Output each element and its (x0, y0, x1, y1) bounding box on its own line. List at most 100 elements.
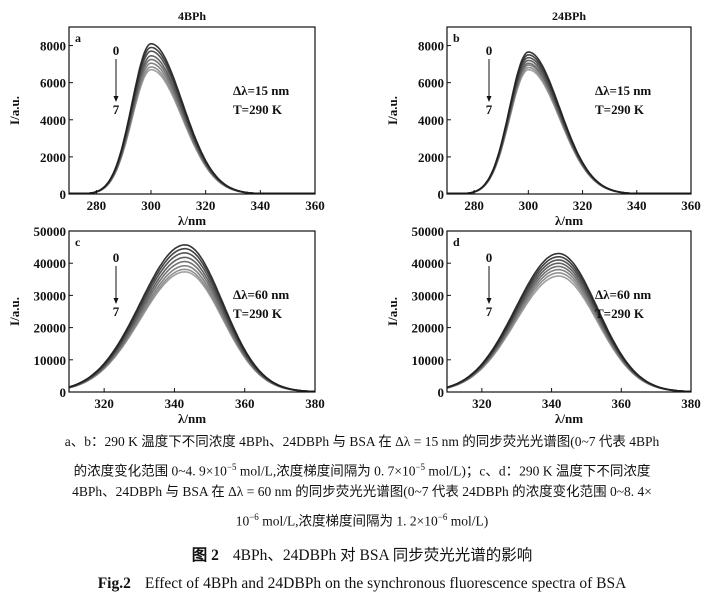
delta-lambda-annotation: Δλ=15 nm (595, 83, 651, 98)
y-tick-label: 40000 (34, 256, 67, 271)
arrow-head-icon (486, 298, 492, 304)
figure-title-cn-text: 4BPh、24DBPh 对 BSA 同步荧光光谱的影响 (232, 547, 533, 564)
y-tick-label: 0 (60, 385, 67, 400)
y-axis-title: I/a.u. (385, 297, 400, 326)
caption-line-3: 4BPh、24DBPh 与 BSA 在 Δλ = 60 nm 的同步荧光光谱图(… (20, 480, 704, 505)
series-line-0 (69, 43, 315, 195)
series-line-4 (447, 62, 691, 195)
y-tick-label: 30000 (412, 288, 445, 303)
panel-letter: c (75, 235, 81, 249)
x-tick-label: 340 (542, 396, 562, 411)
y-tick-label: 8000 (418, 39, 444, 54)
figure-title-en: Fig.2 Effect of 4BPh and 24DBPh on the sy… (0, 575, 724, 593)
series-line-2 (69, 50, 315, 195)
series-line-0 (68, 244, 315, 393)
y-tick-label: 20000 (34, 321, 67, 336)
y-axis-title: I/a.u. (7, 96, 22, 125)
x-tick-label: 340 (165, 396, 185, 411)
arrow-end-label: 7 (486, 304, 493, 319)
x-tick-label: 360 (612, 396, 632, 411)
y-tick-label: 2000 (418, 150, 444, 165)
plot-frame (446, 26, 692, 195)
caption-exponent: −5 (415, 462, 426, 472)
delta-lambda-annotation: Δλ=60 nm (595, 287, 651, 302)
caption-text: mol/L,浓度梯度间隔为 0. 7×10 (236, 463, 416, 479)
panel-letter: b (453, 31, 460, 45)
series-line-0 (447, 51, 691, 195)
y-tick-label: 0 (438, 187, 445, 202)
y-tick-label: 20000 (412, 321, 445, 336)
series-line-5 (68, 265, 315, 393)
x-tick-label: 320 (196, 198, 216, 213)
caption-text: mol/L) (447, 513, 489, 529)
series-line-4 (446, 265, 691, 393)
series-line-1 (447, 54, 691, 195)
arrow-start-label: 0 (113, 250, 120, 265)
x-axis-title: λ/nm (555, 411, 583, 426)
y-axis-title: I/a.u. (7, 297, 22, 326)
plot-frame (68, 230, 316, 393)
temperature-annotation: T=290 K (595, 102, 645, 117)
arrow-head-icon (113, 96, 119, 102)
y-tick-label: 6000 (40, 76, 66, 91)
series-line-3 (68, 256, 315, 393)
y-tick-label: 10000 (34, 353, 67, 368)
series-line-5 (446, 268, 691, 393)
temperature-annotation: T=290 K (233, 102, 283, 117)
caption-text: 4BPh、24DBPh 与 BSA 在 Δλ = 60 nm 的同步荧光光谱图(… (72, 484, 652, 499)
y-tick-label: 0 (438, 385, 445, 400)
x-axis-title: λ/nm (555, 213, 583, 228)
series-line-6 (446, 272, 691, 393)
series-line-0 (446, 252, 691, 393)
delta-lambda-annotation: Δλ=15 nm (233, 83, 289, 98)
caption-exponent: −6 (437, 512, 448, 522)
caption-exponent: −6 (249, 512, 259, 522)
caption-text: 的浓度变化范围 0~4. 9×10 (73, 463, 227, 479)
caption-exponent: −5 (226, 462, 237, 472)
arrow-head-icon (486, 96, 492, 102)
y-tick-label: 4000 (40, 113, 66, 128)
x-tick-label: 280 (464, 198, 484, 213)
arrow-end-label: 7 (486, 102, 493, 117)
panel-c: 320 340 360 380 0 10000 20000 30000 40000 50000 λ/… (7, 224, 325, 426)
series-line-5 (447, 64, 691, 195)
arrow-start-label: 0 (486, 250, 493, 265)
y-tick-label: 4000 (418, 113, 444, 128)
x-tick-label: 360 (235, 396, 255, 411)
delta-lambda-annotation: Δλ=60 nm (233, 287, 289, 302)
x-tick-label: 300 (141, 198, 161, 213)
panel-d: 320 340 360 380 0 10000 20000 30000 40000 50000 λ/… (385, 224, 701, 426)
x-tick-label: 340 (627, 198, 647, 213)
x-tick-label: 300 (519, 198, 539, 213)
figure-number-en: Fig.2 (97, 575, 131, 592)
series-line-1 (69, 46, 315, 195)
series-line-3 (69, 55, 315, 195)
x-tick-label: 320 (573, 198, 593, 213)
figure-title-cn: 图 2 4BPh、24DBPh 对 BSA 同步荧光光谱的影响 (0, 543, 724, 565)
x-axis-title: λ/nm (178, 213, 206, 228)
panel-a: 4BPh 280 300 320 340 360 0 2000 4000 6000 8000 λ/nm… (7, 9, 325, 228)
temperature-annotation: T=290 K (595, 306, 645, 321)
x-tick-label: 340 (251, 198, 271, 213)
y-tick-label: 8000 (40, 39, 66, 54)
arrow-end-label: 7 (113, 304, 120, 319)
x-tick-label: 280 (87, 198, 107, 213)
y-tick-label: 2000 (40, 150, 66, 165)
plot-frame (446, 230, 692, 393)
x-tick-label: 320 (94, 396, 114, 411)
x-axis-title: λ/nm (178, 411, 206, 426)
panel-title: 24BPh (552, 9, 586, 23)
temperature-annotation: T=290 K (233, 306, 283, 321)
series-line-4 (68, 260, 315, 393)
caption-text: a、b：290 K 温度下不同浓度 4BPh、24DBPh 与 BSA 在 Δλ… (64, 434, 660, 449)
figure-panels: 4BPh 280 300 320 340 360 0 2000 4000 6000 8000 λ/nm… (7, 9, 701, 426)
plot-frame (68, 26, 316, 195)
series-line-4 (69, 58, 315, 195)
x-tick-label: 360 (681, 198, 701, 213)
caption-text: 10 (235, 513, 250, 529)
panel-letter: d (453, 235, 460, 249)
x-tick-label: 320 (472, 396, 492, 411)
caption-line-2: 的浓度变化范围 0~4. 9×10−5 mol/L,浓度梯度间隔为 0. 7×1… (20, 455, 704, 484)
series-line-2 (447, 56, 691, 195)
caption-line-1: a、b：290 K 温度下不同浓度 4BPh、24DBPh 与 BSA 在 Δλ… (20, 430, 704, 455)
